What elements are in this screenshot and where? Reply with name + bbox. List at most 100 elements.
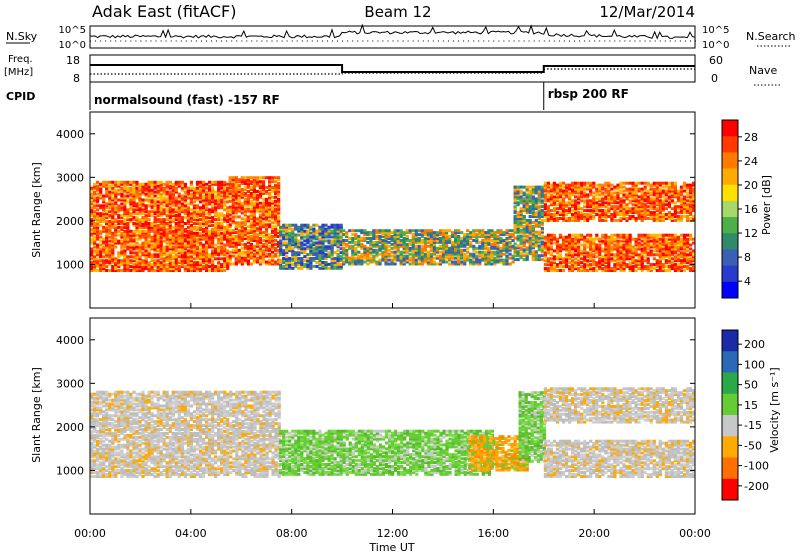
heatmap-cell: [223, 227, 227, 231]
heatmap-cell: [369, 239, 373, 242]
heatmap-cell: [153, 259, 157, 263]
heatmap-cell: [658, 233, 662, 237]
heatmap-cell: [435, 254, 440, 258]
heatmap-cell: [673, 245, 677, 249]
heatmap-cell: [226, 220, 230, 223]
heatmap-cell: [180, 255, 184, 259]
heatmap-cell: [640, 243, 644, 247]
heatmap-cell: [228, 176, 232, 180]
heatmap-cell: [228, 235, 232, 238]
heatmap-cell: [345, 254, 349, 258]
heatmap-cell: [613, 201, 617, 205]
heatmap-cell: [189, 235, 193, 239]
heatmap-cell: [220, 249, 224, 253]
heatmap-cell: [153, 184, 157, 188]
heatmap-cell: [303, 229, 307, 233]
heatmap-cell: [258, 260, 263, 264]
heatmap-cell: [226, 231, 230, 235]
heatmap-cell: [601, 187, 605, 191]
heatmap-cell: [252, 205, 256, 209]
heatmap-cell: [324, 245, 328, 249]
heatmap-cell: [171, 198, 175, 202]
heatmap-cell: [228, 213, 232, 217]
heatmap-cell: [201, 233, 206, 237]
heatmap-cell: [226, 210, 230, 214]
heatmap-cell: [102, 216, 106, 220]
heatmap-cell: [528, 252, 532, 256]
heatmap-cell: [540, 226, 544, 230]
heatmap-cell: [123, 231, 127, 235]
heatmap-cell: [420, 229, 424, 233]
heatmap-cell: [519, 242, 523, 246]
heatmap-cell: [156, 223, 160, 227]
heatmap-cell: [208, 239, 212, 243]
heatmap-cell: [481, 233, 485, 237]
heatmap-cell: [306, 253, 310, 257]
heatmap-cell: [255, 190, 260, 193]
heatmap-cell: [214, 269, 218, 272]
heatmap-cell: [592, 263, 596, 267]
heatmap-cell: [522, 258, 526, 262]
heatmap-cell: [240, 201, 244, 205]
heatmap-cell: [111, 247, 115, 251]
heatmap-cell: [150, 196, 154, 200]
heatmap-cell: [649, 233, 653, 237]
heatmap-cell: [543, 269, 547, 272]
heatmap-cell: [589, 269, 593, 272]
heatmap-cell: [90, 265, 94, 269]
heatmap-cell: [177, 216, 181, 220]
heatmap-cell: [484, 240, 488, 244]
heatmap-cell: [138, 210, 142, 214]
heatmap-cell: [327, 251, 331, 255]
heatmap-cell: [336, 257, 340, 260]
heatmap-cell: [369, 233, 373, 237]
heatmap-cell: [519, 213, 523, 216]
heatmap-cell: [574, 205, 578, 209]
heatmap-cell: [451, 233, 455, 237]
heatmap-cell: [217, 245, 221, 249]
heatmap-cell: [231, 244, 235, 248]
heatmap-cell: [129, 220, 133, 223]
heatmap-cell: [153, 216, 157, 220]
heatmap-cell: [240, 246, 244, 250]
heatmap-cell: [348, 262, 352, 266]
heatmap-cell: [475, 246, 479, 250]
heatmap-cell: [156, 269, 160, 272]
heatmap-cell: [466, 256, 470, 260]
heatmap-cell: [423, 256, 427, 260]
heatmap-cell: [243, 237, 247, 240]
heatmap-cell: [354, 235, 358, 238]
heatmap-cell: [126, 263, 130, 267]
heatmap-cell: [622, 265, 626, 269]
heatmap-cell: [670, 261, 674, 265]
heatmap-cell: [208, 245, 212, 249]
heatmap-cell: [156, 243, 160, 247]
heatmap-cell: [274, 217, 278, 221]
heatmap-cell: [448, 240, 452, 244]
heatmap-cell: [516, 195, 520, 199]
heatmap-cell: [123, 245, 127, 249]
heatmap-cell: [634, 205, 638, 209]
heatmap-cell: [306, 225, 310, 229]
heatmap-cell: [396, 246, 400, 250]
heatmap-cell: [490, 258, 494, 262]
heatmap-cell: [333, 239, 337, 243]
heatmap-cell: [144, 265, 148, 269]
heatmap-cell: [658, 249, 662, 253]
heatmap-cell: [634, 261, 638, 265]
heatmap-cell: [90, 188, 94, 192]
heatmap-cell: [105, 253, 109, 257]
heatmap-cell: [429, 237, 433, 240]
heatmap-cell: [141, 190, 145, 194]
heatmap-cell: [268, 186, 272, 189]
heatmap-cell: [246, 256, 250, 260]
heatmap-cell: [366, 237, 370, 240]
heatmap-cell: [114, 218, 118, 222]
heatmap-cell: [183, 247, 187, 251]
heatmap-cell: [271, 239, 275, 242]
heatmap-cell: [234, 176, 238, 180]
heatmap-cell: [516, 201, 520, 205]
heatmap-cell: [99, 265, 103, 269]
heatmap-cell: [258, 262, 263, 266]
heatmap-cell: [159, 218, 163, 222]
